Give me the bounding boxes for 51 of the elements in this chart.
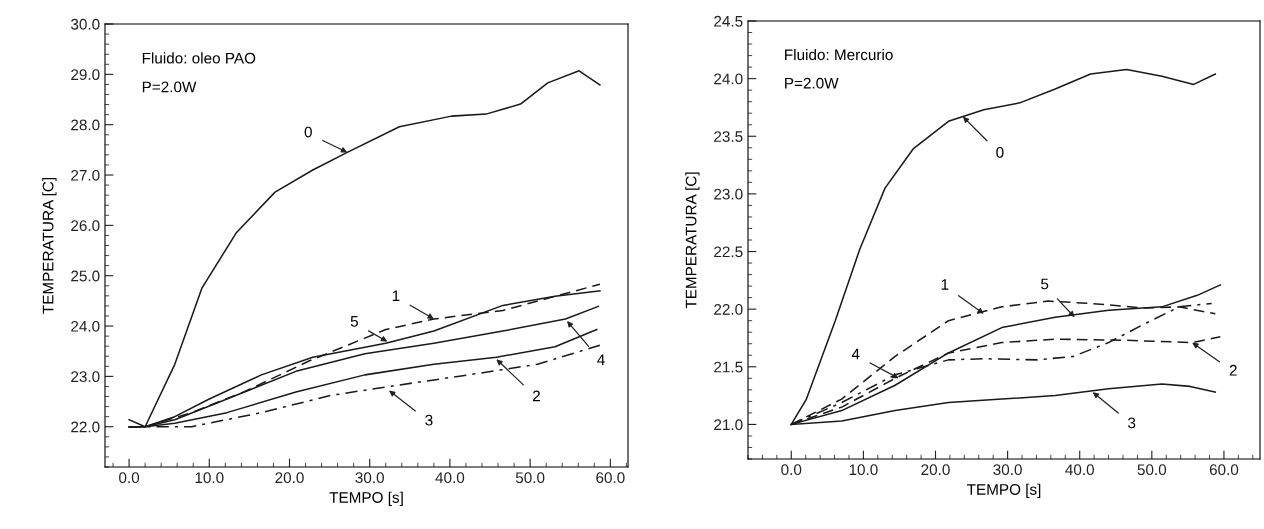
annotation: 3 — [1128, 417, 1136, 429]
y-tick-label: 21.0 — [714, 419, 743, 431]
y-tick-label: 21.5 — [714, 361, 743, 373]
y-tick-label: 23.0 — [71, 371, 100, 383]
x-tick-label: 20.0 — [921, 464, 950, 476]
y-tick-label: 25.0 — [71, 270, 100, 282]
x-tick-label: 50.0 — [1137, 464, 1167, 476]
x-tick-label: 10.0 — [849, 464, 878, 476]
y-tick-label: 29.0 — [71, 69, 100, 81]
annotation: Fluido: oleo PAO — [142, 52, 256, 64]
y-tick-label: 30.0 — [70, 18, 100, 30]
y-tick-label: 24.0 — [714, 73, 743, 85]
y-tick-label: 22.0 — [714, 304, 743, 315]
x-tick-label: 0.0 — [781, 464, 802, 476]
x-tick-label: 60.0 — [1209, 464, 1239, 476]
annotation: 2 — [1229, 364, 1237, 376]
annotation: 0 — [996, 146, 1004, 158]
y-axis-title: TEMPERATURA [C] — [685, 172, 700, 309]
y-tick-label: 23.5 — [714, 131, 743, 142]
x-tick-label: 10.0 — [195, 472, 224, 484]
annotation: 5 — [1041, 278, 1049, 290]
y-tick-label: 24.5 — [714, 15, 743, 27]
y-tick-label: 28.0 — [71, 119, 100, 131]
y-tick-label: 22.0 — [71, 421, 100, 433]
annotation: 4 — [597, 354, 605, 365]
x-tick-label: 50.0 — [515, 472, 545, 484]
annotation: 5 — [350, 316, 358, 327]
x-tick-label: 60.0 — [596, 472, 625, 484]
y-axis-title: TEMPERATURA [C] — [42, 177, 57, 314]
y-tick-label: 22.5 — [714, 246, 743, 258]
x-tick-label: 20.0 — [275, 472, 304, 484]
annotation: 1 — [941, 279, 949, 290]
y-tick-label: 26.0 — [71, 220, 100, 232]
x-tick-label: 40.0 — [435, 472, 465, 484]
y-tick-label: 27.0 — [71, 169, 100, 181]
x-tick-label: 30.0 — [355, 472, 384, 484]
annotation: 4 — [851, 348, 860, 360]
annotation: P=2.0W — [785, 77, 839, 89]
x-axis-title: TEMPO [s] — [329, 491, 403, 506]
y-tick-label: 24.0 — [71, 320, 100, 332]
annotation: P=2.0W — [142, 81, 197, 93]
annotation: 0 — [304, 126, 312, 138]
annotation: 3 — [425, 414, 433, 426]
annotation: 2 — [532, 390, 540, 402]
y-tick-label: 23.0 — [714, 188, 743, 200]
annotation: Fluido: Mercurio — [785, 48, 893, 61]
annotation: 1 — [392, 290, 400, 301]
x-tick-label: 0.0 — [119, 472, 140, 484]
x-axis-title: TEMPO [s] — [967, 483, 1041, 498]
x-tick-label: 30.0 — [993, 464, 1022, 476]
x-tick-label: 40.0 — [1065, 464, 1094, 476]
